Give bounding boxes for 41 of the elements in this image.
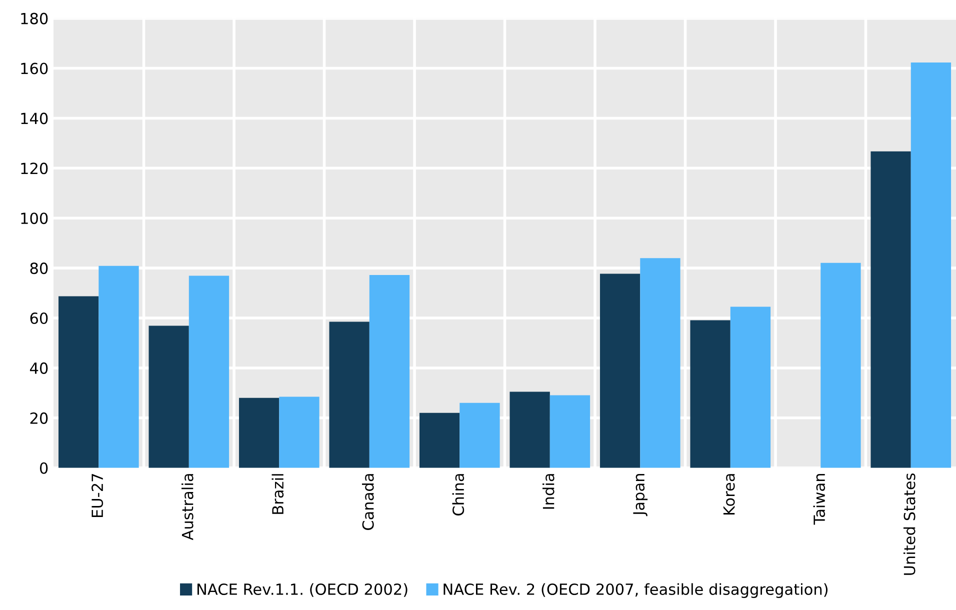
bar <box>550 395 590 468</box>
bar <box>510 392 550 468</box>
y-tick-label: 80 <box>30 262 48 274</box>
y-tick-label: 40 <box>30 362 48 374</box>
bar <box>58 296 99 468</box>
bar <box>640 258 680 468</box>
bar <box>690 320 730 468</box>
y-tick-label: 160 <box>21 62 48 74</box>
bar <box>279 396 320 468</box>
x-tick-label: United States <box>903 473 916 575</box>
bar <box>419 412 460 468</box>
x-tick-label: Japan <box>633 474 648 516</box>
bar <box>870 151 911 468</box>
bar <box>730 306 771 468</box>
y-tick-label: 0 <box>40 462 48 474</box>
bar <box>98 266 139 468</box>
bar <box>369 275 410 468</box>
x-tick-label: Korea <box>723 474 735 515</box>
x-tick-label: EU-27 <box>92 474 104 518</box>
x-tick-label: China <box>452 474 464 516</box>
x-tick-label: Brazil <box>272 474 284 514</box>
bar <box>460 402 500 468</box>
bar <box>600 274 640 468</box>
bar <box>910 62 952 468</box>
y-tick-label: 60 <box>30 312 48 324</box>
y-tick-label: 100 <box>21 212 48 224</box>
bar <box>148 326 189 468</box>
bar <box>329 322 370 468</box>
x-tick-label: India <box>542 474 554 509</box>
legend-label: NACE Rev. 2 (OECD 2007, feasible disaggregation) <box>444 583 828 598</box>
bar <box>238 398 280 468</box>
bar <box>820 262 861 468</box>
bar <box>188 276 230 468</box>
y-tick-label: 120 <box>21 162 48 174</box>
x-tick-label: Canada <box>362 474 374 530</box>
y-tick-label: 140 <box>21 112 48 124</box>
y-tick-label: 180 <box>21 12 48 24</box>
x-tick-label: Australia <box>182 474 194 540</box>
y-tick-label: 20 <box>30 412 48 424</box>
x-tick-label: Taiwan <box>813 474 826 525</box>
legend-label: NACE Rev.1.1. (OECD 2002) <box>197 583 408 597</box>
